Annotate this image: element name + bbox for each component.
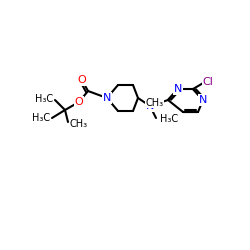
Text: H₃C: H₃C	[35, 94, 53, 104]
Text: CH₃: CH₃	[145, 98, 163, 108]
Text: N: N	[199, 95, 207, 105]
Text: CH₃: CH₃	[69, 119, 87, 129]
Text: H₃C: H₃C	[32, 113, 50, 123]
Text: N: N	[174, 84, 182, 94]
Text: H₃C: H₃C	[160, 114, 178, 124]
Text: N: N	[146, 101, 154, 111]
Text: N: N	[103, 93, 111, 103]
Text: O: O	[74, 97, 84, 107]
Text: Cl: Cl	[202, 77, 213, 87]
Text: O: O	[78, 75, 86, 85]
